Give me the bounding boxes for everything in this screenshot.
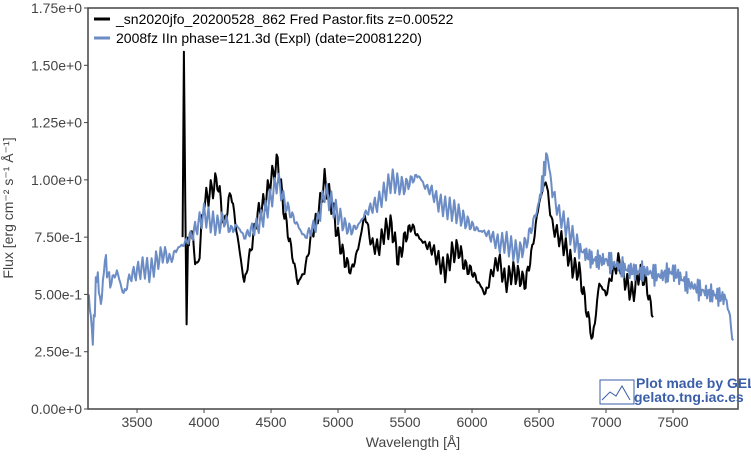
series-observed-line: [181, 50, 654, 340]
y-tick-label: 1.50e+0: [31, 57, 82, 73]
watermark-line2: gelato.tng.iac.es: [634, 389, 744, 405]
plot-frame: [87, 7, 739, 410]
gelato-watermark: Plot made by GELATO gelato.tng.iac.es: [599, 375, 751, 405]
axis-ticks: 3500 4000 4500 5000 5500 6000 6500 7000 7500 0.00…: [31, 0, 689, 430]
x-axis-label: Wavelength [Å]: [366, 434, 460, 450]
legend: _sn2020jfo_20200528_862 Fred Pastor.fits…: [94, 11, 454, 46]
y-tick-label: 0.00e+0: [31, 401, 82, 417]
series-layer: [87, 50, 735, 346]
y-tick-label: 5.00e-1: [35, 286, 83, 302]
x-tick-label: 4000: [188, 414, 219, 430]
x-tick-label: 6500: [523, 414, 554, 430]
x-tick-label: 3500: [121, 414, 152, 430]
y-axis-label: Flux [erg cm⁻² s⁻¹ Å⁻¹]: [0, 137, 16, 278]
y-tick-label: 1.75e+0: [31, 0, 82, 16]
x-tick-label: 4500: [255, 414, 286, 430]
gelato-logo-icon: [599, 379, 635, 405]
gelato-logo-mark: [601, 385, 631, 401]
x-tick-label: 7000: [590, 414, 621, 430]
x-tick-label: 6000: [456, 414, 487, 430]
y-tick-label: 7.50e-1: [35, 229, 83, 245]
legend-label-observed: _sn2020jfo_20200528_862 Fred Pastor.fits…: [115, 11, 454, 27]
y-tick-label: 2.50e-1: [35, 344, 83, 360]
x-tick-label: 7500: [657, 414, 688, 430]
y-tick-label: 1.00e+0: [31, 172, 82, 188]
series-template-line: [87, 152, 735, 346]
y-tick-label: 1.25e+0: [31, 115, 82, 131]
x-tick-label: 5000: [322, 414, 353, 430]
legend-label-template: 2008fz IIn phase=121.3d (Expl) (date=200…: [116, 30, 422, 46]
watermark-line1: Plot made by GELATO: [636, 375, 751, 391]
x-tick-label: 5500: [389, 414, 420, 430]
